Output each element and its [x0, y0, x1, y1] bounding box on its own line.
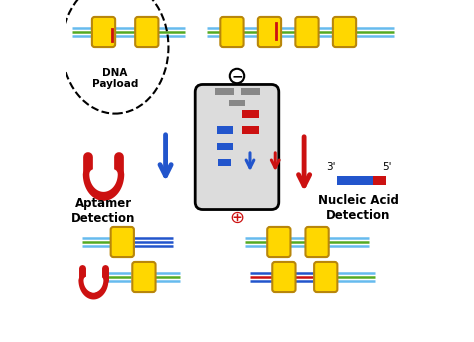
- FancyBboxPatch shape: [272, 262, 295, 292]
- Bar: [242, 127, 259, 133]
- Bar: [241, 89, 260, 95]
- FancyBboxPatch shape: [220, 17, 244, 47]
- Text: DNA
Payload: DNA Payload: [92, 67, 138, 89]
- Bar: [217, 127, 233, 133]
- Bar: [215, 89, 234, 95]
- Text: ⊕: ⊕: [229, 209, 245, 227]
- FancyBboxPatch shape: [314, 262, 337, 292]
- Text: Nucleic Acid
Detection: Nucleic Acid Detection: [318, 194, 399, 222]
- FancyBboxPatch shape: [135, 17, 158, 47]
- Bar: [217, 143, 233, 149]
- Text: 5': 5': [383, 162, 392, 172]
- FancyBboxPatch shape: [333, 17, 356, 47]
- FancyBboxPatch shape: [195, 84, 279, 210]
- FancyBboxPatch shape: [132, 262, 155, 292]
- FancyBboxPatch shape: [110, 227, 134, 257]
- Bar: [373, 175, 386, 184]
- Bar: [337, 175, 373, 184]
- FancyBboxPatch shape: [92, 17, 115, 47]
- Text: −: −: [231, 69, 243, 83]
- Bar: [229, 100, 245, 106]
- Bar: [242, 110, 259, 118]
- Text: 3': 3': [326, 162, 336, 172]
- FancyBboxPatch shape: [305, 227, 328, 257]
- FancyBboxPatch shape: [295, 17, 319, 47]
- Bar: [218, 158, 231, 166]
- Circle shape: [230, 69, 244, 83]
- FancyBboxPatch shape: [258, 17, 281, 47]
- Text: Aptamer
Detection: Aptamer Detection: [71, 197, 136, 225]
- FancyBboxPatch shape: [267, 227, 291, 257]
